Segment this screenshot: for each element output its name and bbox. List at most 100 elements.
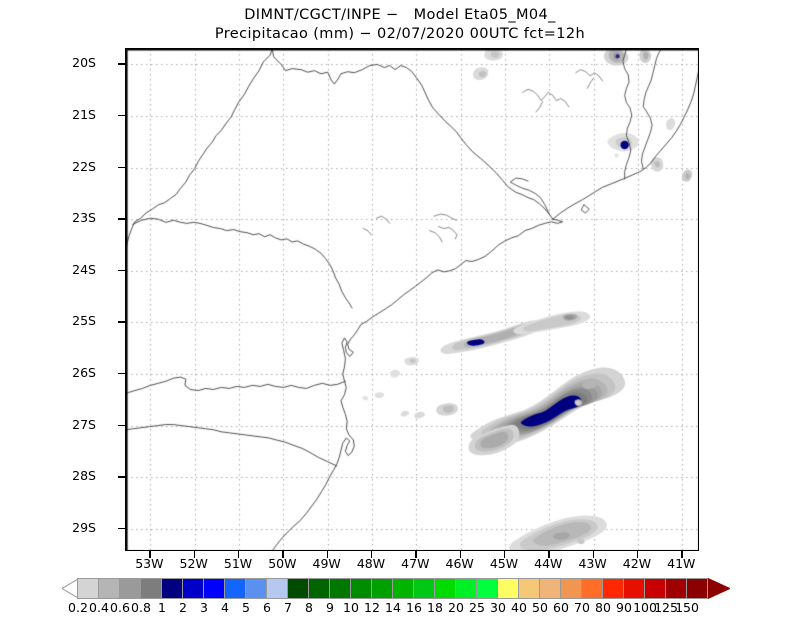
- lon-tick-label: 45W: [489, 556, 519, 571]
- colorbar-tick-label: 2: [179, 600, 187, 615]
- colorbar-swatch: [119, 578, 141, 599]
- colorbar-tick-label: 7: [284, 600, 292, 615]
- colorbar-swatch: [665, 578, 687, 599]
- lat-tick-label: 27S: [72, 416, 96, 432]
- colorbar-tick-label: 40: [511, 600, 527, 615]
- colorbar-swatch: [392, 578, 414, 599]
- colorbar-tick-label: 14: [385, 600, 401, 615]
- title-line-1: DIMNT/CGCT/INPE − Model Eta05_M04_: [244, 7, 556, 23]
- lon-tick-label: 52W: [179, 556, 208, 571]
- lon-tick-mark: [415, 551, 417, 558]
- lat-tick-label: 29S: [72, 519, 96, 535]
- lon-tick-label: 41W: [667, 556, 696, 571]
- lat-tick-label: 25S: [72, 313, 96, 329]
- colorbar-swatches: [77, 578, 708, 599]
- lat-tick-mark: [118, 527, 126, 530]
- colorbar-swatch: [476, 578, 498, 599]
- colorbar-swatch: [371, 578, 393, 599]
- lat-tick-mark: [118, 269, 126, 272]
- lat-tick-label: 20S: [72, 55, 96, 71]
- colorbar-tick-label: 9: [326, 600, 334, 615]
- colorbar-swatch: [623, 578, 645, 599]
- lon-tick-mark: [681, 551, 683, 558]
- colorbar-swatch: [245, 578, 267, 599]
- lon-tick-mark: [503, 551, 506, 558]
- lon-tick-mark: [459, 551, 462, 558]
- lon-tick-label: 43W: [578, 556, 607, 571]
- colorbar-tick-label: 60: [553, 600, 569, 615]
- lon-tick-mark: [149, 551, 151, 558]
- lat-tick-label: 24S: [72, 261, 96, 277]
- lat-tick-mark: [118, 218, 126, 220]
- colorbar-tick-label: 20: [448, 600, 464, 615]
- lon-tick-label: 51W: [223, 556, 253, 571]
- colorbar-swatch: [77, 578, 99, 599]
- lat-tick-mark: [118, 476, 126, 478]
- lat-tick-label: 28S: [72, 468, 96, 484]
- colorbar-swatch: [413, 578, 435, 599]
- colorbar-tick-label: 5: [242, 600, 250, 615]
- lon-tick-label: 49W: [312, 556, 341, 571]
- colorbar-swatch: [434, 578, 456, 599]
- lon-tick-mark: [193, 551, 196, 558]
- colorbar-tick-label: 0.8: [131, 600, 151, 615]
- colorbar-swatch: [350, 578, 372, 599]
- colorbar-tick-label: 90: [616, 600, 632, 615]
- lon-tick-mark: [326, 551, 329, 558]
- colorbar-swatch: [581, 578, 603, 599]
- colorbar-swatch: [644, 578, 666, 599]
- lon-tick-label: 44W: [534, 556, 563, 571]
- colorbar-tick-label: 18: [427, 600, 443, 615]
- colorbar-swatch: [98, 578, 120, 599]
- colorbar-swatch: [455, 578, 477, 599]
- lon-tick-label: 50W: [268, 556, 297, 571]
- lon-tick-label: 42W: [622, 556, 652, 571]
- lat-tick-mark: [118, 63, 126, 65]
- lat-tick-mark: [118, 115, 126, 117]
- colorbar-tick-label: 50: [532, 600, 548, 615]
- lon-tick-mark: [371, 551, 373, 558]
- colorbar-swatch: [539, 578, 561, 599]
- colorbar-tick-label: 16: [406, 600, 422, 615]
- lon-tick-label: 47W: [401, 556, 430, 571]
- colorbar-tick-label: 3: [200, 600, 208, 615]
- lon-tick-label: 46W: [445, 556, 474, 571]
- colorbar-swatch: [518, 578, 540, 599]
- colorbar-tick-label: 30: [490, 600, 506, 615]
- lon-tick-mark: [592, 551, 594, 558]
- colorbar-tick-label: 80: [595, 600, 611, 615]
- colorbar-tick-label: 125: [654, 600, 678, 615]
- colorbar-swatch: [182, 578, 204, 599]
- lon-tick-mark: [282, 551, 284, 558]
- colorbar-tick-label: 10: [343, 600, 359, 615]
- lon-tick-mark: [238, 551, 240, 558]
- lat-tick-label: 23S: [72, 210, 96, 226]
- colorbar-swatch: [266, 578, 288, 599]
- colorbar-tick-label: 70: [574, 600, 590, 615]
- colorbar-swatch: [203, 578, 225, 599]
- colorbar-swatch: [308, 578, 330, 599]
- lon-tick-mark: [636, 551, 639, 558]
- colorbar-tick-label: 25: [469, 600, 485, 615]
- colorbar-tick-label: 8: [305, 600, 313, 615]
- lat-tick-mark: [118, 321, 126, 323]
- colorbar-swatch: [602, 578, 624, 599]
- lon-tick-label: 48W: [356, 556, 386, 571]
- lat-tick-mark: [118, 166, 126, 169]
- colorbar-swatch: [686, 578, 708, 599]
- colorbar-swatch: [287, 578, 309, 599]
- lon-tick-label: 53W: [135, 556, 164, 571]
- colorbar-tick-label: 0.2: [68, 600, 88, 615]
- colorbar-swatch: [560, 578, 582, 599]
- colorbar-swatch: [161, 578, 183, 599]
- colorbar-tick-label: 0.4: [89, 600, 109, 615]
- chart-title: DIMNT/CGCT/INPE − Model Eta05_M04_ Preci…: [0, 6, 800, 44]
- lat-tick-label: 22S: [72, 158, 96, 174]
- map-plot-area: [125, 48, 699, 551]
- lat-tick-label: 21S: [72, 107, 96, 123]
- colorbar-left-arrow-icon: [62, 578, 79, 599]
- colorbar-right-arrow-icon: [708, 578, 730, 599]
- lat-tick-mark: [118, 373, 126, 375]
- colorbar-swatch: [224, 578, 246, 599]
- colorbar-tick-label: 12: [364, 600, 380, 615]
